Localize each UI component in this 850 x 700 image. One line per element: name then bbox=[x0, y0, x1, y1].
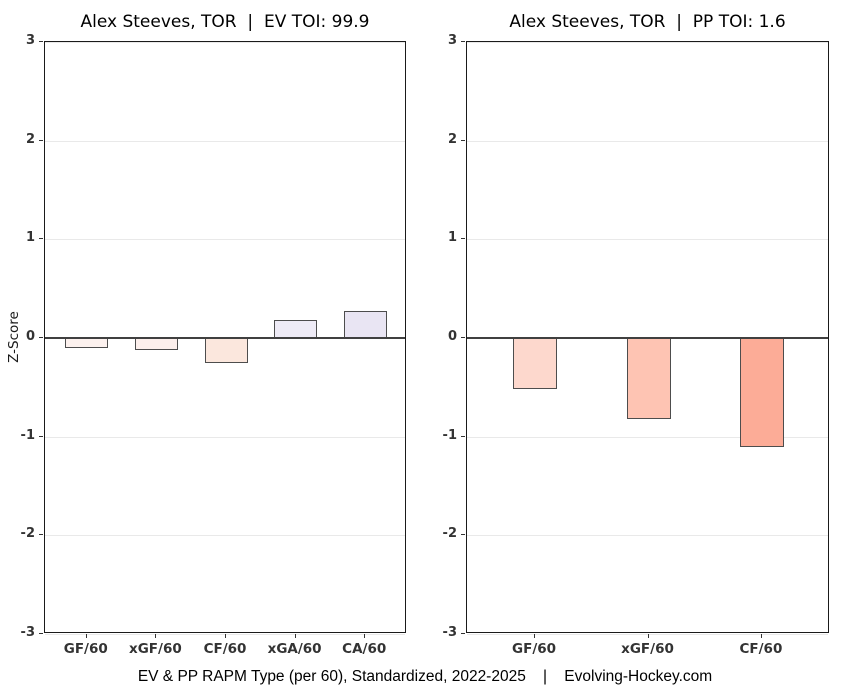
y-tick-mark bbox=[39, 139, 43, 141]
gridline-y-2 bbox=[45, 535, 405, 537]
gridline-y-1 bbox=[467, 436, 828, 438]
y-tick-label: 2 bbox=[447, 131, 457, 147]
y-tick-label: 1 bbox=[25, 230, 35, 246]
x-tick-mark bbox=[647, 634, 649, 638]
x-tick-label: xGF/60 bbox=[129, 641, 182, 657]
y-tick-mark bbox=[39, 41, 43, 42]
y-tick-mark bbox=[461, 534, 465, 536]
bar-GF/60 bbox=[65, 338, 109, 348]
y-tick-mark bbox=[39, 633, 43, 634]
y-tick-mark bbox=[461, 435, 465, 437]
gridline-y3 bbox=[45, 42, 405, 43]
y-tick-label: 0 bbox=[25, 329, 35, 344]
gridline-y1 bbox=[45, 239, 405, 241]
y-tick-label: 1 bbox=[447, 230, 457, 246]
y-tick-mark bbox=[461, 238, 465, 240]
x-tick-label: CA/60 bbox=[342, 641, 387, 657]
x-tick-mark bbox=[85, 634, 87, 638]
x-tick-label: CF/60 bbox=[203, 641, 247, 657]
bar-CA/60 bbox=[343, 311, 387, 338]
bar-xGA/60 bbox=[274, 320, 318, 338]
y-tick-mark bbox=[39, 337, 43, 338]
x-tick-label: xGF/60 bbox=[621, 641, 674, 657]
x-tick-mark bbox=[760, 634, 762, 638]
x-tick-mark bbox=[364, 634, 366, 638]
gridline-y2 bbox=[467, 140, 828, 142]
y-tick-mark bbox=[461, 337, 465, 338]
pp-chart-title: Alex Steeves, TOR | PP TOI: 1.6 bbox=[509, 12, 786, 32]
zero-line bbox=[45, 337, 405, 339]
y-tick-mark bbox=[39, 238, 43, 240]
y-tick-label: -1 bbox=[442, 427, 457, 443]
gridline-y2 bbox=[45, 140, 405, 142]
x-tick-mark bbox=[155, 634, 157, 638]
ev-chart-title: Alex Steeves, TOR | EV TOI: 99.9 bbox=[80, 12, 370, 32]
bar-xGF/60 bbox=[626, 338, 671, 419]
gridline-y1 bbox=[467, 239, 828, 241]
y-tick-label: -2 bbox=[442, 526, 457, 542]
y-tick-label: 2 bbox=[25, 131, 35, 147]
y-tick-label: -1 bbox=[20, 427, 35, 443]
bar-GF/60 bbox=[513, 338, 558, 390]
x-tick-label: CF/60 bbox=[739, 641, 783, 657]
x-tick-mark bbox=[294, 634, 296, 638]
y-tick-mark bbox=[461, 633, 465, 634]
y-tick-mark bbox=[461, 139, 465, 141]
y-tick-label: -2 bbox=[20, 526, 35, 542]
y-tick-label: 0 bbox=[447, 329, 457, 344]
pp-chart-plot-area bbox=[466, 41, 829, 635]
x-tick-label: GF/60 bbox=[63, 641, 108, 657]
y-tick-mark bbox=[39, 534, 43, 536]
gridline-y3 bbox=[467, 42, 828, 43]
x-tick-label: xGA/60 bbox=[267, 641, 322, 657]
zero-line bbox=[467, 337, 828, 339]
bar-CF/60 bbox=[204, 338, 248, 363]
gridline-y-2 bbox=[467, 535, 828, 537]
bar-CF/60 bbox=[739, 338, 784, 447]
figure-caption: EV & PP RAPM Type (per 60), Standardized… bbox=[137, 668, 713, 685]
bar-xGF/60 bbox=[134, 338, 178, 350]
y-tick-label: -3 bbox=[20, 625, 35, 640]
ev-chart-plot-area bbox=[44, 41, 406, 635]
y-tick-label: 3 bbox=[25, 33, 35, 48]
gridline-y-1 bbox=[45, 436, 405, 438]
y-tick-mark bbox=[461, 41, 465, 42]
x-tick-label: GF/60 bbox=[512, 641, 557, 657]
x-tick-mark bbox=[534, 634, 536, 638]
y-tick-label: 3 bbox=[447, 33, 457, 48]
y-tick-label: -3 bbox=[442, 625, 457, 640]
x-tick-mark bbox=[225, 634, 226, 638]
y-tick-mark bbox=[39, 435, 43, 437]
